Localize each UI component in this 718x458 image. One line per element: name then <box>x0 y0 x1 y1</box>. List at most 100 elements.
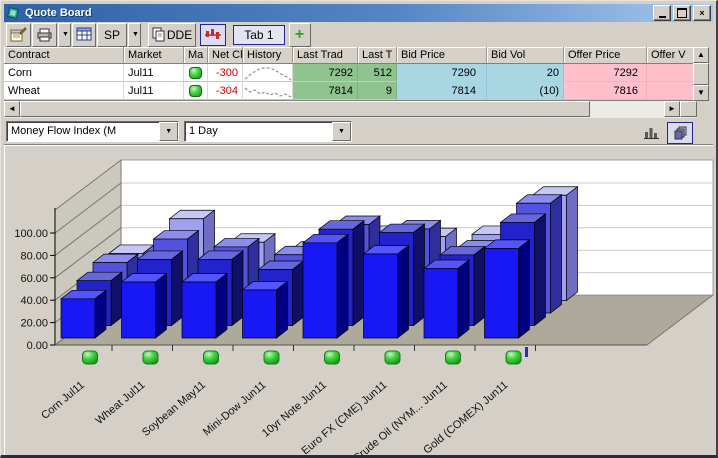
table-grid-icon <box>76 27 92 41</box>
arrow-down-icon: ▼ <box>697 88 705 97</box>
indicator-dropdown[interactable]: Money Flow Index (M ▼ <box>6 120 179 142</box>
col-header-bid-price[interactable]: Bid Price <box>397 47 487 64</box>
period-dropdown[interactable]: 1 Day ▼ <box>184 120 352 142</box>
bar-chart-3d-view-button[interactable] <box>667 122 693 144</box>
cell-bid-price: 7814 <box>397 82 487 100</box>
copy-icon <box>152 27 165 42</box>
category-state-indicator <box>263 350 280 365</box>
price-chart-icon <box>205 29 222 39</box>
table-row-corn[interactable]: Corn Jul11 -300 7292 512 7290 20 7292 <box>4 64 693 82</box>
cell-offer-vol <box>647 82 693 100</box>
cell-last-size: 9 <box>358 82 397 100</box>
indicator-dropdown-value: Money Flow Index (M <box>11 124 117 137</box>
svg-text:Mini-Dow Jun11: Mini-Dow Jun11 <box>201 379 269 438</box>
svg-text:80.00: 80.00 <box>20 250 48 262</box>
category-state-indicator <box>203 350 219 365</box>
tab-1[interactable]: Tab 1 <box>233 24 285 45</box>
money-flow-index-chart: 0.00 20.00 40.00 60.00 80.00 100.00 Corn Jul11… <box>14 159 715 455</box>
maximize-icon <box>677 8 687 18</box>
col-header-net-change[interactable]: Net Ch <box>208 47 243 64</box>
sp-dropdown-button[interactable]: SP <box>96 22 127 47</box>
table-vertical-scrollbar[interactable]: ▲ ▼ <box>693 47 709 101</box>
category-state-indicator <box>505 350 522 365</box>
chevron-down-icon: ▼ <box>131 31 139 38</box>
cell-market-state <box>184 64 208 82</box>
chart-panel: 0.00 20.00 40.00 60.00 80.00 100.00 Corn Jul11… <box>4 144 715 455</box>
print-button[interactable] <box>32 22 57 47</box>
add-tab-button[interactable]: + <box>288 22 311 47</box>
cell-history <box>243 64 293 82</box>
col-header-history[interactable]: History <box>243 47 293 64</box>
cell-bid-vol: (10) <box>487 82 564 100</box>
cell-market: Jul11 <box>124 82 184 100</box>
scroll-down-button[interactable]: ▼ <box>693 85 709 101</box>
scroll-right-button[interactable]: ► <box>664 101 680 117</box>
axis-cursor-marker <box>525 347 528 357</box>
app-icon <box>7 6 19 19</box>
cell-history <box>243 82 293 100</box>
bar-chart-view-button[interactable] <box>639 122 663 142</box>
col-header-offer-price[interactable]: Offer Price <box>564 47 647 64</box>
minimize-button[interactable] <box>653 5 671 21</box>
category-state-indicator <box>445 350 461 365</box>
sp-options-dropdown[interactable]: ▼ <box>127 22 141 47</box>
dde-button[interactable]: DDE <box>147 22 197 47</box>
dde-label: DDE <box>166 27 193 42</box>
cell-offer-price: 7292 <box>564 64 647 82</box>
title-bar[interactable]: Quote Board × <box>4 4 713 22</box>
col-header-market-state[interactable]: Ma <box>184 47 208 64</box>
cell-last-size: 512 <box>358 64 397 82</box>
chevron-down-icon[interactable]: ▼ <box>159 121 178 141</box>
col-header-contract[interactable]: Contract <box>4 47 124 64</box>
cell-last-trade: 7292 <box>293 64 358 82</box>
chevron-down-icon: ▼ <box>62 31 69 38</box>
category-state-indicator <box>82 350 98 365</box>
vertical-scroll-thumb[interactable] <box>693 63 709 85</box>
category-state-indicator <box>142 350 159 365</box>
cell-market: Jul11 <box>124 64 184 82</box>
close-button[interactable]: × <box>693 5 711 21</box>
col-header-last-size[interactable]: Last T <box>358 47 397 64</box>
table-row-wheat[interactable]: Wheat Jul11 -304 7814 9 7814 (10) 7816 <box>4 82 693 100</box>
cell-net-change: -304 <box>208 82 243 100</box>
print-options-dropdown[interactable]: ▼ <box>58 22 71 47</box>
svg-text:Wheat Jul11: Wheat Jul11 <box>94 379 148 427</box>
col-header-offer-vol[interactable]: Offer V <box>647 47 693 64</box>
scrollbar-corner <box>680 101 697 117</box>
chart-toggle-button[interactable] <box>200 23 227 46</box>
grid-layout-button[interactable] <box>71 22 96 47</box>
minimize-icon <box>658 15 666 18</box>
svg-text:Soybean May11: Soybean May11 <box>140 379 208 439</box>
col-header-last-trade[interactable]: Last Trad <box>293 47 358 64</box>
properties-button[interactable] <box>6 22 31 47</box>
table-horizontal-scrollbar[interactable]: ◄ ► <box>4 101 697 118</box>
cell-offer-vol <box>647 64 693 82</box>
svg-text:Corn Jul11: Corn Jul11 <box>39 379 87 422</box>
chevron-down-icon[interactable]: ▼ <box>332 121 351 141</box>
svg-text:0.00: 0.00 <box>27 340 48 352</box>
history-sparkline <box>244 67 292 81</box>
plus-icon: + <box>294 25 305 43</box>
window-title: Quote Board <box>25 7 92 19</box>
table-header-row: Contract Market Ma Net Ch History Last T… <box>4 47 693 64</box>
category-state-indicator <box>324 350 340 365</box>
cell-offer-price: 7816 <box>564 82 647 100</box>
properties-icon <box>10 26 27 41</box>
scroll-up-button[interactable]: ▲ <box>693 47 709 63</box>
market-open-indicator <box>189 67 202 79</box>
horizontal-scroll-thumb[interactable] <box>20 101 590 117</box>
cell-net-change: -300 <box>208 64 243 82</box>
quote-table: Contract Market Ma Net Ch History Last T… <box>4 47 693 101</box>
arrow-up-icon: ▲ <box>697 50 705 59</box>
chart-controls-row: Money Flow Index (M ▼ 1 Day ▼ <box>4 118 713 144</box>
maximize-button[interactable] <box>673 5 691 21</box>
arrow-right-icon: ► <box>668 104 676 113</box>
col-header-market[interactable]: Market <box>124 47 184 64</box>
tab-1-label: Tab 1 <box>244 27 274 42</box>
printer-icon <box>37 28 52 41</box>
col-header-bid-vol[interactable]: Bid Vol <box>487 47 564 64</box>
scroll-left-button[interactable]: ◄ <box>4 101 20 117</box>
cell-bid-vol: 20 <box>487 64 564 82</box>
cell-last-trade: 7814 <box>293 82 358 100</box>
